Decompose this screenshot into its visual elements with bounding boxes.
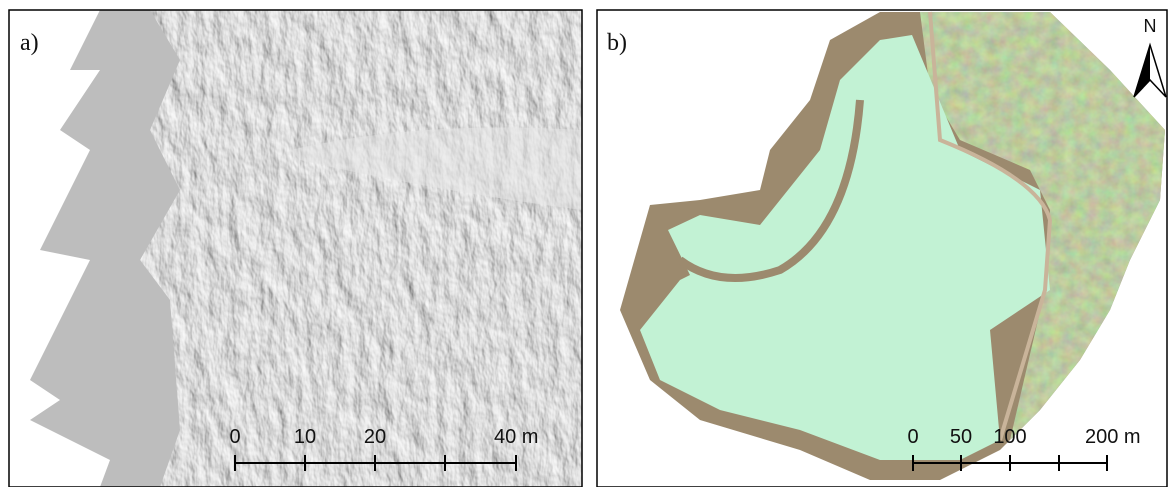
- figure: a) b) N 0 10 20 40 m 0 50 100 200 m: [0, 0, 1169, 487]
- hillshade: [140, 10, 582, 487]
- scale-label: 10: [294, 426, 316, 448]
- scale-label: 50: [950, 426, 972, 448]
- panel-label: b): [607, 30, 627, 56]
- north-arrow: N: [1134, 16, 1166, 97]
- panel-a: [30, 10, 582, 487]
- scale-label: 200 m: [1085, 426, 1141, 448]
- panel-label: a): [20, 30, 39, 56]
- scale-label: 100: [993, 426, 1026, 448]
- scale-label: 0: [907, 426, 918, 448]
- scale-label: 20: [364, 426, 386, 448]
- panel-b: [620, 12, 1165, 480]
- scale-label: 40 m: [494, 426, 538, 448]
- north-label: N: [1144, 16, 1157, 36]
- scale-label: 0: [229, 426, 240, 448]
